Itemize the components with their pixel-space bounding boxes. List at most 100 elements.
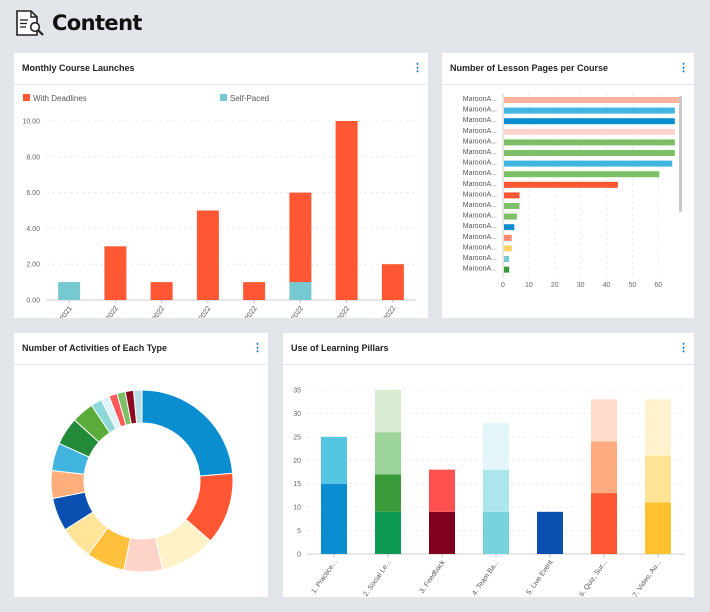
bar[interactable] [645,399,671,456]
bar[interactable] [591,441,617,494]
x-tick-label: 30 [577,282,585,289]
bar[interactable] [504,234,512,241]
x-tick-label: 3. Feedback [419,559,447,595]
x-tick-label: 40 [603,282,611,289]
pillars-chart: 0 5 10 15 20 25 30 35 1. Practice... 2. Social Le… [293,388,685,597]
y-tick-label: 15 [293,481,301,488]
bar[interactable] [483,511,509,554]
y-tick-label: MaroonA... [463,181,497,188]
bar[interactable] [375,432,401,475]
x-tick-label: 0 [501,282,505,289]
bar[interactable] [196,210,219,301]
learning-pillars-card: Use of Learning Pillars ⋮ 0 5 10 15 20 25 30 35… [283,333,694,597]
bar[interactable] [321,436,347,484]
bar[interactable] [375,511,401,554]
y-tick-label: MaroonA... [463,234,497,241]
bar[interactable] [321,483,347,554]
bar[interactable] [335,121,358,300]
y-tick-label: 30 [293,411,301,418]
x-tick-label: 7. Video, Au... [632,559,663,597]
x-tick-label: Jul 2022 [330,305,351,318]
donut-slice[interactable] [133,389,143,424]
monthly-course-launches-card: Monthly Course Launches ⋮ With Deadlines… [14,53,428,318]
donut-slice[interactable] [141,389,234,477]
bar[interactable] [537,511,563,554]
bar[interactable] [289,282,312,300]
bar[interactable] [504,256,510,262]
bar[interactable] [150,282,173,300]
bar[interactable] [58,282,81,300]
bar[interactable] [645,455,671,503]
x-tick-label: Jan 2022 [98,305,120,318]
document-search-icon [16,10,44,36]
x-tick-label: 50 [629,282,637,289]
y-tick-label: MaroonA... [463,128,497,135]
x-tick-label: Jun 2022 [283,305,305,318]
bar[interactable] [504,266,510,273]
bar[interactable] [591,399,617,442]
bar[interactable] [645,502,671,554]
bar[interactable] [504,245,512,252]
bar[interactable] [504,181,618,188]
bar[interactable] [504,139,675,146]
lesson-pages-card: Number of Lesson Pages per Course ⋮ 0 10 2… [442,53,694,318]
bar[interactable] [375,474,401,512]
bar[interactable] [375,390,401,433]
y-tick-label: 10 [293,505,301,512]
bar[interactable] [504,107,675,114]
y-tick-label: MaroonA... [463,117,497,124]
x-tick-label: 20 [551,282,559,289]
x-tick-label: Aug 2022 [375,305,398,318]
bar[interactable] [429,511,455,554]
bar[interactable] [504,171,660,178]
bar[interactable] [289,192,312,283]
more-options-icon[interactable]: ⋮ [412,62,423,74]
bar[interactable] [504,213,517,220]
y-tick-label: MaroonA... [463,138,497,145]
y-tick-label: MaroonA... [463,160,497,167]
y-tick-label: MaroonA... [463,223,497,230]
bar[interactable] [504,128,675,135]
legend-swatch[interactable] [23,94,30,101]
x-tick-label: May 2022 [235,305,258,318]
y-tick-label: MaroonA... [463,244,497,251]
y-tick-label: MaroonA... [463,266,497,273]
bar[interactable] [504,150,675,156]
bar[interactable] [504,97,680,103]
bar[interactable] [504,203,520,209]
card-header: Use of Learning Pillars ⋮ [283,333,694,365]
y-tick-label: MaroonA... [463,255,497,262]
bar[interactable] [429,469,455,512]
bar[interactable] [104,246,127,300]
y-tick-label: MaroonA... [463,96,497,103]
x-tick-label: Apr 2022 [190,305,212,318]
bar[interactable] [504,192,520,199]
y-tick-label: 0.00 [26,298,40,305]
x-tick-label: 1. Practice... [311,559,339,595]
card-header: Number of Lesson Pages per Course ⋮ [442,53,694,85]
legend-label: Self-Paced [230,94,269,103]
legend-swatch[interactable] [220,94,227,101]
x-tick-label: 6. Quiz, Sur... [579,559,609,597]
y-tick-label: MaroonA... [463,202,497,209]
card-title: Monthly Course Launches [22,63,135,73]
bar[interactable] [504,118,675,125]
y-tick-label: MaroonA... [463,170,497,177]
more-options-icon[interactable]: ⋮ [252,342,263,354]
bar[interactable] [243,282,266,300]
y-tick-label: MaroonA... [463,191,497,198]
more-options-icon[interactable]: ⋮ [678,342,689,354]
y-tick-label: 10.00 [22,119,40,126]
y-tick-label: MaroonA... [463,107,497,114]
more-options-icon[interactable]: ⋮ [678,62,689,74]
page-title: Content [52,11,142,35]
bar[interactable] [483,422,509,470]
scrollbar-thumb[interactable] [679,96,682,212]
y-tick-label: 20 [293,458,301,465]
bar[interactable] [591,493,617,554]
bar[interactable] [504,160,673,167]
bar[interactable] [504,224,515,231]
bar[interactable] [483,469,509,512]
x-tick-label: Mar 2022 [144,305,167,318]
bar[interactable] [381,264,404,300]
